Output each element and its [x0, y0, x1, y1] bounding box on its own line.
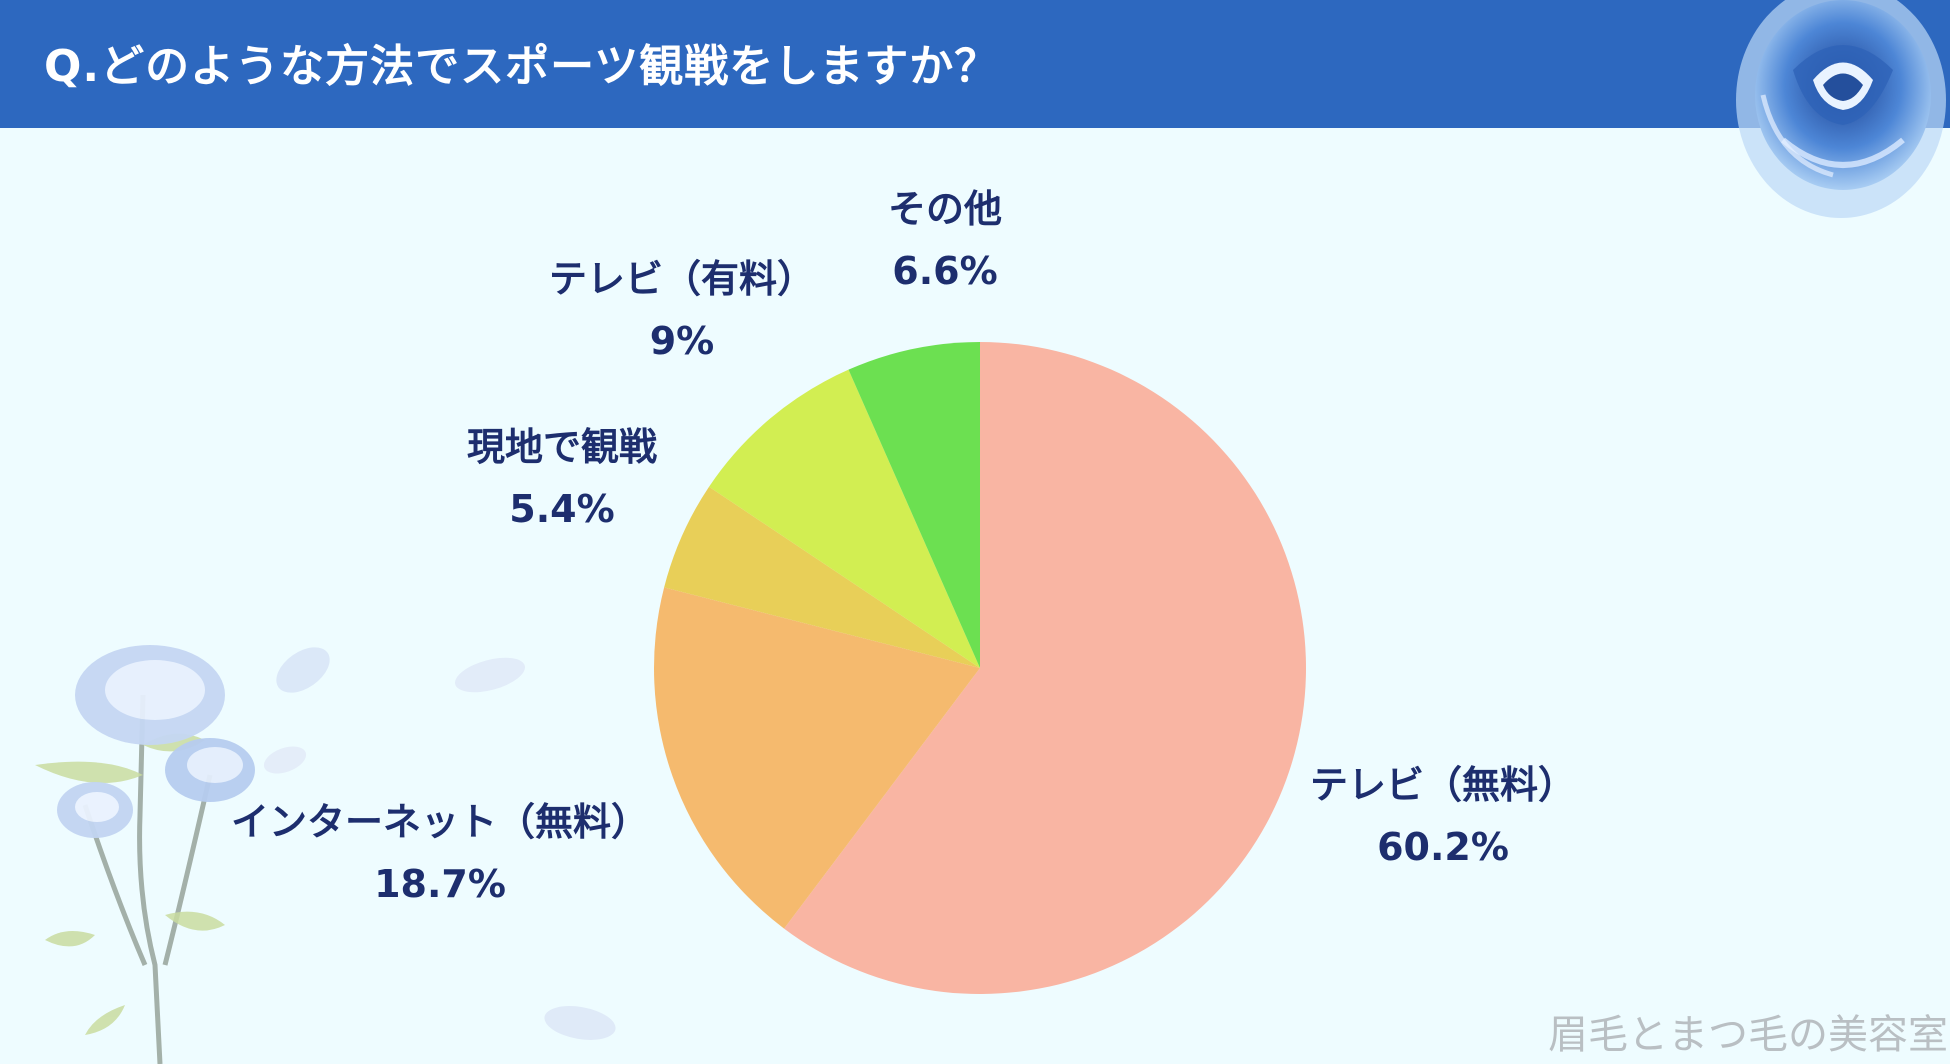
- slice-value-label: 9%: [650, 319, 715, 363]
- slice-value-label: 18.7%: [374, 862, 506, 906]
- slice-value-label: 6.6%: [892, 249, 997, 293]
- pie-slice: [784, 342, 1306, 994]
- pie-slice: [653, 587, 980, 929]
- slice-value-label: 60.2%: [1377, 825, 1509, 869]
- blue-rose-icon: [1736, 0, 1946, 218]
- slice-value-label: 5.4%: [509, 487, 614, 531]
- petal-icon: [276, 647, 330, 693]
- slice-label: その他: [888, 187, 1002, 231]
- blue-rose-stem-icon: [35, 645, 255, 1064]
- slice-label: インターネット（無料）: [231, 800, 649, 844]
- watermark: 眉毛とまつ毛の美容室: [1548, 1012, 1948, 1058]
- petal-icon: [544, 1006, 616, 1040]
- slice-label: テレビ（無料）: [1310, 763, 1576, 807]
- pie-slice: [664, 486, 980, 668]
- title-banner: Q.どのような方法でスポーツ観戦をしますか？: [0, 0, 1950, 128]
- petal-icon: [455, 657, 525, 693]
- petal-icon: [263, 746, 307, 774]
- pie-slice: [848, 342, 980, 668]
- pie-slice: [709, 369, 980, 668]
- slice-label: テレビ（有料）: [549, 257, 815, 301]
- page-title: Q.どのような方法でスポーツ観戦をしますか？: [44, 41, 1000, 92]
- slice-label: 現地で観戦: [467, 425, 657, 469]
